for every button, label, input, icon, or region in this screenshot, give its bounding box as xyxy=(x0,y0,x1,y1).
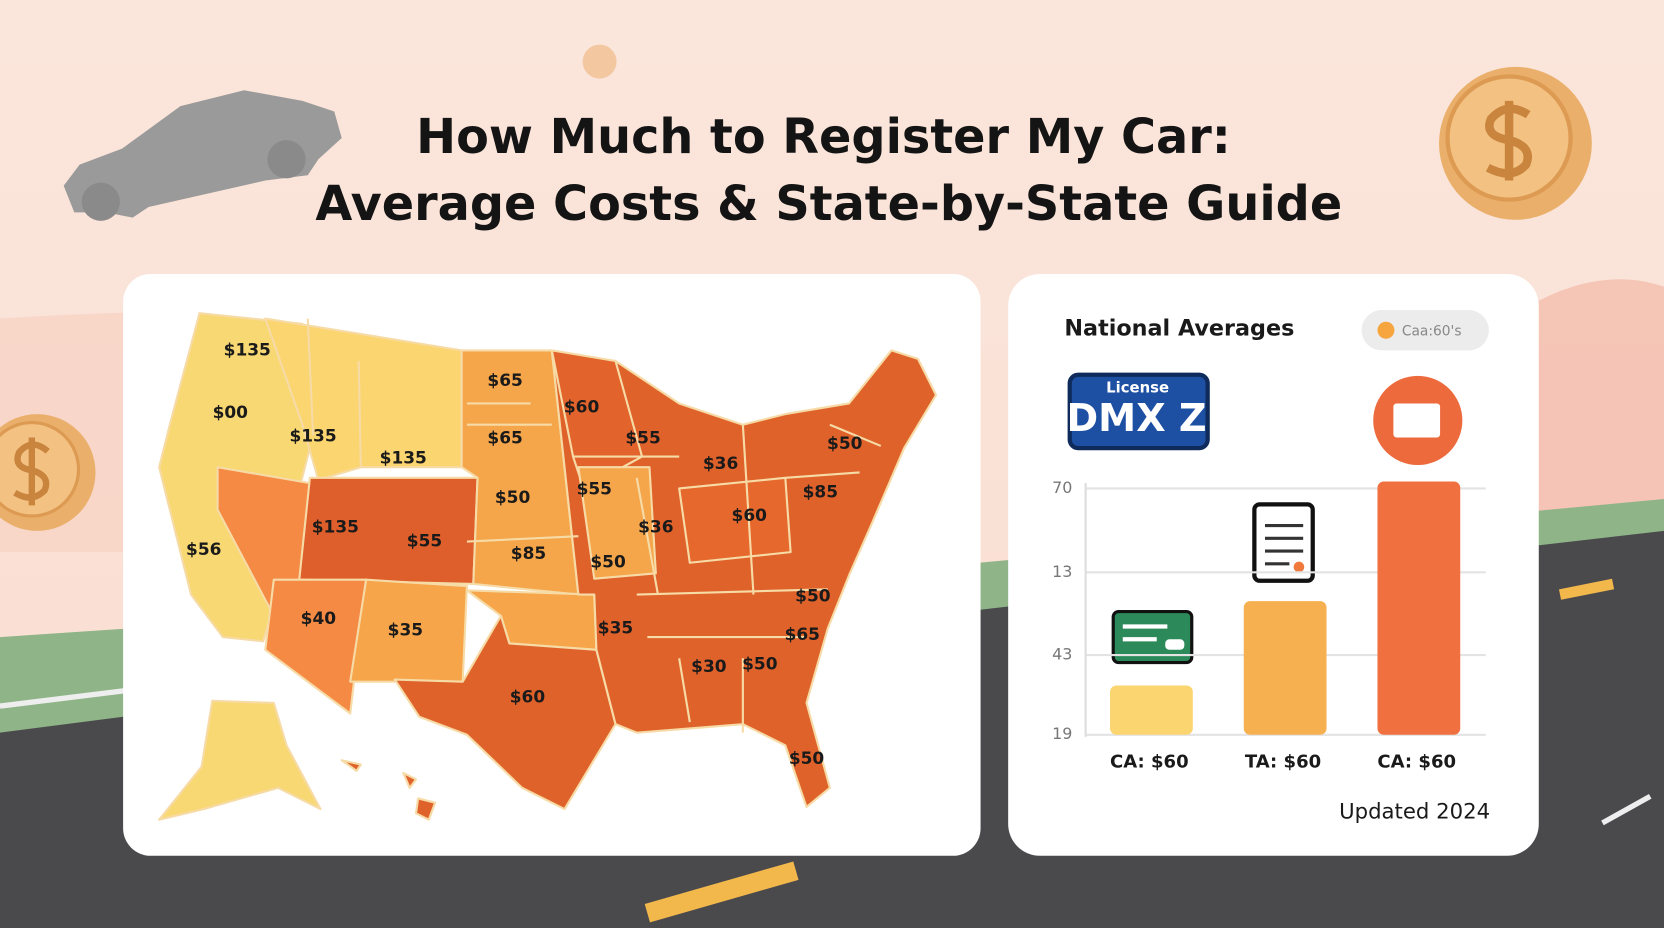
map-label: $50 xyxy=(590,553,625,573)
us-map xyxy=(158,312,938,821)
map-label: $135 xyxy=(380,449,427,469)
road-dash xyxy=(644,861,799,923)
license-plate xyxy=(1067,372,1210,451)
road-line xyxy=(1601,794,1652,826)
coin-icon xyxy=(0,414,96,531)
map-label: $60 xyxy=(732,506,767,526)
map-label: $135 xyxy=(224,340,271,360)
map-label: $30 xyxy=(691,657,726,677)
map-label: $55 xyxy=(577,479,612,499)
y-tick-label: 43 xyxy=(1052,645,1072,664)
road-dash xyxy=(1558,578,1615,600)
map-label: $35 xyxy=(598,619,633,639)
x-tick-label: CA: $60 xyxy=(1377,751,1456,772)
y-tick-label: 13 xyxy=(1052,562,1072,581)
legend-dot xyxy=(1377,321,1395,339)
coin-icon xyxy=(582,44,617,79)
map-label: $60 xyxy=(564,398,599,418)
icon xyxy=(1393,403,1441,438)
car-wheel xyxy=(81,182,120,221)
map-label: $56 xyxy=(186,540,221,560)
map-label: $55 xyxy=(625,429,660,449)
bar xyxy=(1377,481,1461,735)
map-label: $00 xyxy=(213,403,248,423)
map-label: $40 xyxy=(301,609,336,629)
map-label: $50 xyxy=(742,655,777,675)
map-label: $60 xyxy=(510,688,545,708)
card-icon xyxy=(1111,609,1194,665)
document-icon xyxy=(1252,502,1315,583)
bar xyxy=(1110,685,1193,735)
map-label: $55 xyxy=(407,532,442,552)
y-tick-label: 70 xyxy=(1052,478,1072,497)
bar-chart: 70 13 43 19 CA: $60 TA: $60 CA: $60 xyxy=(1052,478,1486,772)
coin-icon xyxy=(1439,66,1592,220)
chart-title: National Averages xyxy=(1064,316,1294,342)
map-label: $50 xyxy=(827,434,862,454)
map-label: $135 xyxy=(289,426,336,446)
map-label: $50 xyxy=(789,749,824,769)
map-label: $65 xyxy=(487,371,522,391)
title: Average Costs & State-by-State Guide xyxy=(315,177,1342,232)
map-label: $50 xyxy=(495,488,530,508)
map-label: $65 xyxy=(785,625,820,645)
map-label: $35 xyxy=(388,621,423,641)
x-tick-label: CA: $60 xyxy=(1110,751,1189,772)
car-icon xyxy=(63,90,342,218)
footnote: Updated 2024 xyxy=(1339,799,1490,824)
bar xyxy=(1243,601,1327,735)
map-label: $36 xyxy=(638,518,673,538)
map-label: $65 xyxy=(487,429,522,449)
map-label: $36 xyxy=(703,454,738,474)
car-wheel xyxy=(267,140,306,179)
legend-text: Caa:60's xyxy=(1402,323,1462,339)
plate-text: DMX Z xyxy=(1066,397,1206,441)
plate-top: License xyxy=(1106,379,1169,397)
x-tick-label: TA: $60 xyxy=(1245,751,1321,772)
title: How Much to Register My Car: xyxy=(416,110,1231,165)
map-label: $135 xyxy=(312,518,359,538)
map-label: $85 xyxy=(803,483,838,503)
y-tick-label: 19 xyxy=(1052,724,1072,743)
map-label: $50 xyxy=(795,587,830,607)
map-label: $85 xyxy=(511,544,546,564)
legend-badge xyxy=(1361,310,1489,351)
